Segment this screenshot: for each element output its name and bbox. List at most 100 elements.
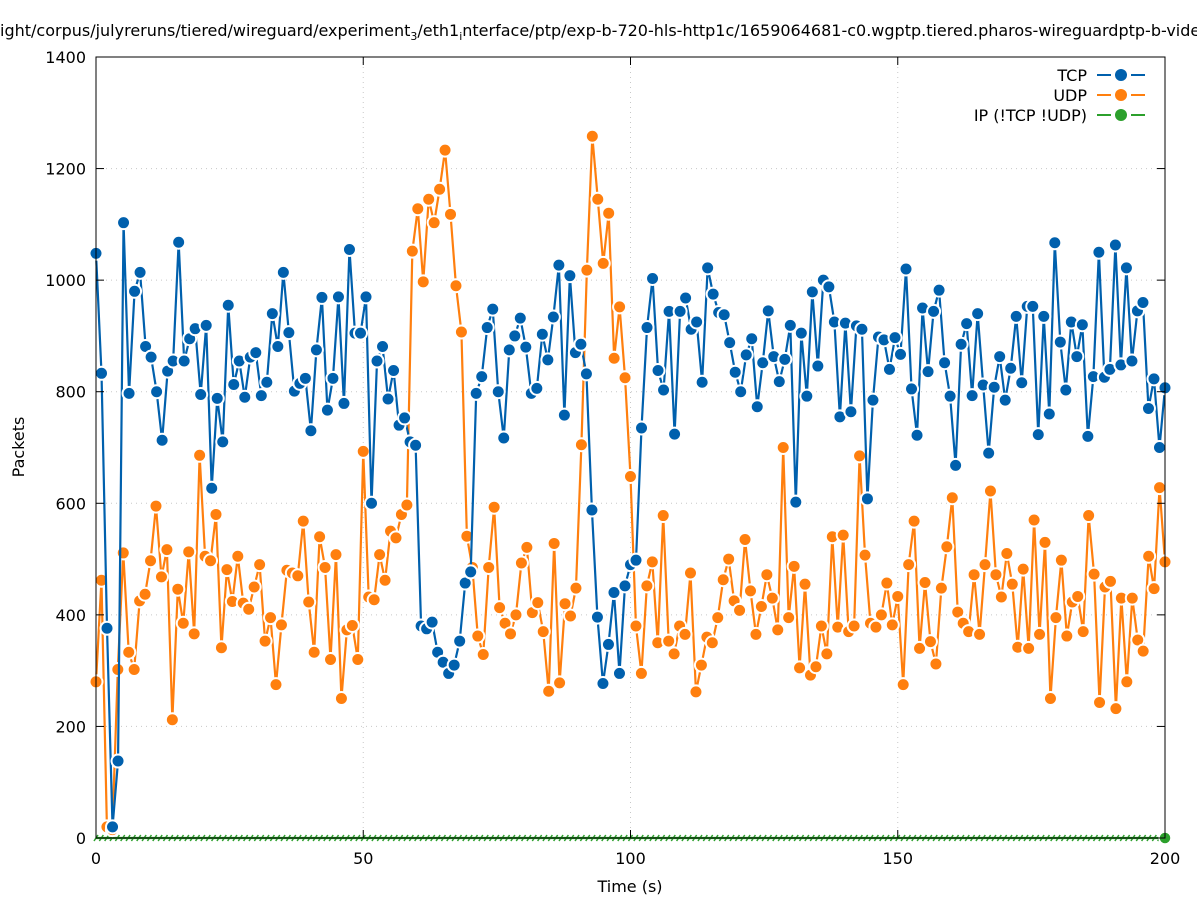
data-point (230, 548, 246, 564)
data-point (906, 513, 922, 529)
data-point (639, 320, 655, 336)
title-part: 3 (410, 30, 417, 43)
data-point (1146, 371, 1162, 387)
data-point (281, 325, 297, 341)
data-point (666, 646, 682, 662)
data-point (887, 330, 903, 346)
y-tick-label: 1400 (45, 48, 86, 67)
data-point (341, 241, 357, 257)
data-point (953, 336, 969, 352)
data-point (421, 191, 437, 207)
data-point (336, 395, 352, 411)
data-point (490, 384, 506, 400)
data-point (295, 513, 311, 529)
chart-title: ight/corpus/julyreruns/tiered/wireguard/… (0, 21, 1197, 43)
data-point (770, 622, 786, 638)
title-part: ight/corpus/julyreruns/tiered/wireguard/… (0, 21, 410, 40)
data-point (273, 617, 289, 633)
data-point (884, 617, 900, 633)
data-point (93, 572, 109, 588)
data-point (926, 303, 942, 319)
data-point (386, 363, 402, 379)
data-point (369, 353, 385, 369)
data-point (297, 370, 313, 386)
data-point (352, 325, 368, 341)
data-point (982, 483, 998, 499)
data-point (606, 585, 622, 601)
data-point (116, 215, 132, 231)
data-point (909, 427, 925, 443)
data-point (1102, 573, 1118, 589)
data-point (997, 392, 1013, 408)
data-point (350, 651, 366, 667)
y-tick-label: 0 (76, 829, 86, 848)
data-point (999, 545, 1015, 561)
data-point (788, 494, 804, 510)
data-point (895, 677, 911, 693)
data-point (301, 594, 317, 610)
data-point (755, 355, 771, 371)
data-point (917, 575, 933, 591)
data-point (176, 353, 192, 369)
data-point (843, 404, 859, 420)
data-point (786, 558, 802, 574)
data-point (972, 626, 988, 642)
data-point (600, 636, 616, 652)
data-point (1075, 624, 1091, 640)
data-point (388, 530, 404, 546)
data-point (881, 361, 897, 377)
data-point (540, 352, 556, 368)
data-point (485, 301, 501, 317)
data-point (710, 610, 726, 626)
data-point (628, 552, 644, 568)
data-point (110, 753, 126, 769)
data-point (546, 535, 562, 551)
data-point (470, 628, 486, 644)
axes: 0 200 400 600 800 1000 1200 1400 0 50 100 150 200 (45, 48, 1180, 868)
x-tick-label: 100 (615, 849, 646, 868)
data-point (1047, 235, 1063, 251)
data-point (988, 567, 1004, 583)
data-point (893, 346, 909, 362)
data-point (475, 646, 491, 662)
data-point (733, 384, 749, 400)
data-point (126, 662, 142, 678)
data-point (689, 314, 705, 330)
data-point (452, 633, 468, 649)
data-point (94, 365, 110, 381)
data-point (317, 559, 333, 575)
data-point (705, 286, 721, 302)
grid-lines (96, 57, 1165, 838)
data-point (503, 626, 519, 642)
data-point (443, 206, 459, 222)
data-point (595, 255, 611, 271)
data-point (1048, 610, 1064, 626)
data-point (170, 581, 186, 597)
data-point (534, 326, 550, 342)
data-point (986, 379, 1002, 395)
data-point (263, 610, 279, 626)
data-point (268, 677, 284, 693)
data-point (928, 656, 944, 672)
data-point (208, 506, 224, 522)
data-point (879, 575, 895, 591)
data-point (448, 278, 464, 294)
legend-label: IP (!TCP !UDP) (974, 106, 1087, 125)
data-point (1070, 588, 1086, 604)
data-point (771, 374, 787, 390)
data-point (154, 432, 170, 448)
data-point (220, 297, 236, 313)
data-point (397, 410, 413, 426)
data-point (355, 443, 371, 459)
y-tick-label: 400 (55, 606, 86, 625)
data-point (764, 590, 780, 606)
data-point (198, 317, 214, 333)
data-point (1124, 590, 1140, 606)
data-point (612, 299, 628, 315)
data-point (1042, 691, 1058, 707)
data-point (562, 268, 578, 284)
y-axis-label: Packets (9, 417, 28, 478)
data-point (628, 618, 644, 634)
y-tick-label: 800 (55, 383, 86, 402)
